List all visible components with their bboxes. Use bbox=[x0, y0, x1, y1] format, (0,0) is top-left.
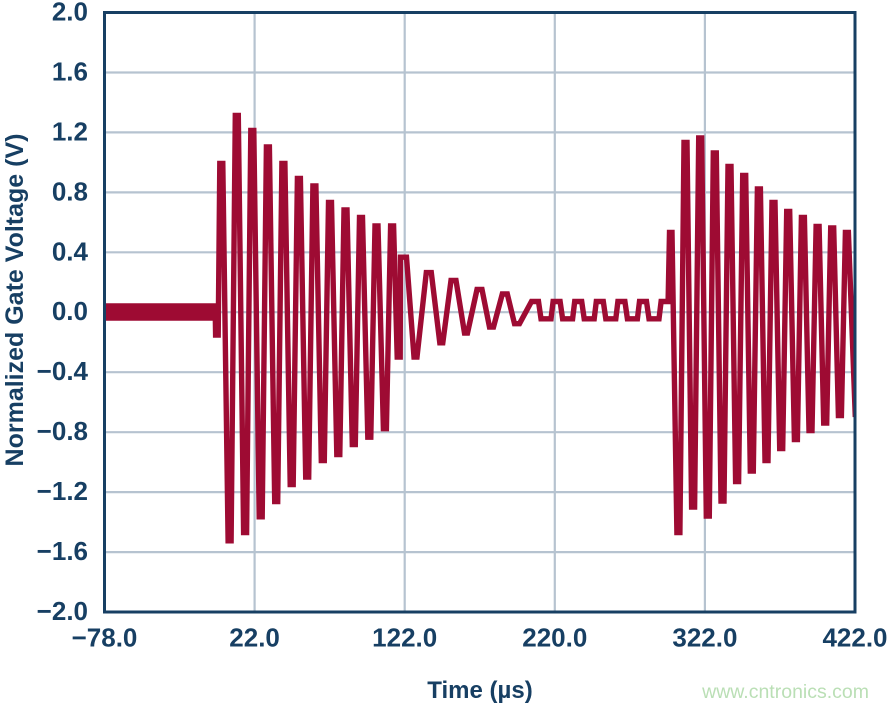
svg-text:0.8: 0.8 bbox=[52, 176, 88, 206]
svg-text:1.6: 1.6 bbox=[52, 57, 88, 87]
svg-text:−0.8: −0.8 bbox=[37, 416, 88, 446]
svg-text:www.cntronics.com: www.cntronics.com bbox=[701, 681, 869, 703]
svg-text:122.0: 122.0 bbox=[372, 623, 437, 653]
svg-text:22.0: 22.0 bbox=[229, 623, 280, 653]
svg-text:422.0: 422.0 bbox=[822, 623, 887, 653]
svg-text:1.2: 1.2 bbox=[52, 116, 88, 146]
svg-text:0.0: 0.0 bbox=[52, 296, 88, 326]
svg-text:Normalized Gate Voltage (V): Normalized Gate Voltage (V) bbox=[1, 134, 29, 467]
svg-text:220.0: 220.0 bbox=[522, 623, 587, 653]
svg-text:−1.6: −1.6 bbox=[37, 536, 88, 566]
svg-text:−2.0: −2.0 bbox=[37, 596, 88, 626]
svg-text:0.4: 0.4 bbox=[52, 236, 89, 266]
svg-text:322.0: 322.0 bbox=[672, 623, 737, 653]
svg-text:2.0: 2.0 bbox=[52, 0, 88, 27]
svg-text:−78.0: −78.0 bbox=[72, 623, 138, 653]
svg-text:−0.4: −0.4 bbox=[37, 356, 89, 386]
svg-text:Time (µs): Time (µs) bbox=[427, 677, 532, 704]
svg-text:−1.2: −1.2 bbox=[37, 476, 88, 506]
